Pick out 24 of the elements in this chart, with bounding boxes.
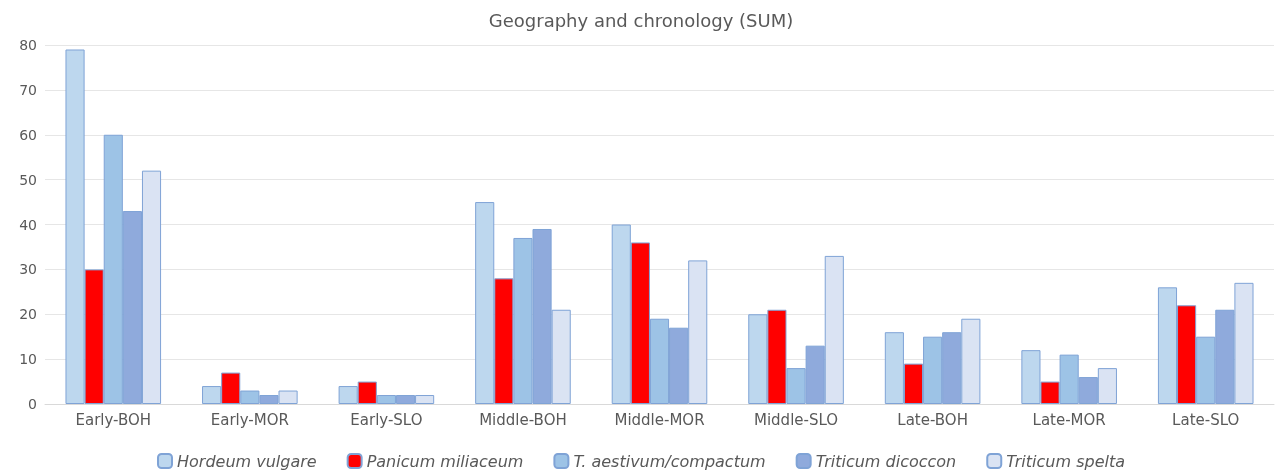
y-tick-label: 70 — [19, 81, 37, 98]
y-tick-label: 10 — [19, 351, 37, 368]
x-tick-label: Middle-BOH — [479, 410, 567, 429]
chart-title: Geography and chronology (SUM) — [488, 9, 794, 31]
x-tick-label: Early-BOH — [75, 410, 152, 429]
legend-label: T. aestivum/compactum — [573, 451, 766, 471]
x-tick-label: Early-SLO — [350, 410, 423, 429]
x-tick-label: Middle-MOR — [614, 410, 705, 429]
y-tick-label: 0 — [28, 396, 37, 412]
x-tick-label: Middle-SLO — [753, 410, 839, 429]
y-tick-label: 30 — [19, 261, 37, 278]
x-tick-label: Late-SLO — [1172, 410, 1240, 429]
legend-label: Hordeum vulgare — [177, 451, 317, 471]
x-tick-label: Early-MOR — [210, 410, 289, 429]
y-tick-label: 20 — [19, 306, 37, 323]
y-tick-label: 60 — [19, 126, 37, 143]
x-tick-label: Late-MOR — [1032, 410, 1106, 429]
legend-label: Triticum spelta — [1006, 451, 1125, 471]
y-tick-label: 40 — [19, 216, 37, 233]
x-tick-label: Late-BOH — [897, 410, 968, 429]
y-tick-label: 50 — [19, 171, 37, 188]
legend-label: Triticum dicoccon — [815, 451, 957, 471]
y-tick-label: 80 — [19, 37, 37, 53]
legend-label: Panicum miliaceum — [366, 451, 524, 471]
